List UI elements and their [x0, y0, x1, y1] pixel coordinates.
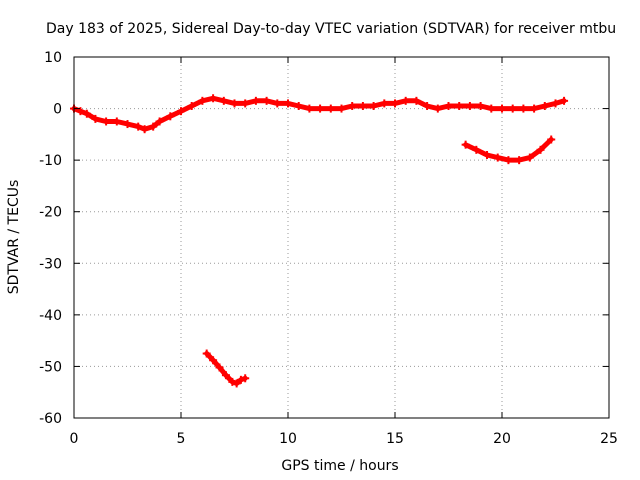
data-point: [294, 101, 303, 110]
data-point: [155, 117, 164, 126]
series-line-main-band: [71, 95, 567, 132]
data-point: [123, 120, 132, 129]
data-point: [551, 99, 560, 108]
data-series: [70, 94, 569, 388]
x-tick-label: 15: [386, 431, 404, 447]
data-point: [102, 117, 111, 126]
data-point: [76, 107, 85, 116]
y-tick-label: 10: [44, 50, 62, 66]
x-tick-label: 20: [493, 431, 511, 447]
data-point: [433, 104, 442, 113]
data-point: [508, 104, 517, 113]
y-tick-label: -10: [39, 153, 62, 169]
data-point: [82, 109, 91, 118]
grid-lines: [74, 57, 609, 418]
y-axis-label: SDTVAR / TECUs: [6, 180, 22, 295]
y-tick-label: -20: [39, 205, 62, 221]
data-point: [284, 99, 292, 108]
data-point: [228, 377, 237, 386]
y-tick-label: -60: [39, 411, 62, 427]
data-point: [401, 96, 410, 105]
data-point: [560, 96, 569, 105]
y-tick-label: 0: [53, 102, 62, 118]
data-point: [487, 104, 496, 113]
data-point: [515, 156, 524, 165]
data-point: [187, 101, 196, 110]
x-tick-label: 0: [70, 431, 79, 447]
data-point: [251, 96, 260, 105]
data-point: [348, 101, 357, 110]
y-tick-label: -40: [39, 308, 62, 324]
data-point: [112, 117, 121, 126]
data-point: [547, 135, 556, 144]
data-point: [472, 145, 481, 154]
chart-title: Day 183 of 2025, Sidereal Day-to-day VTE…: [46, 21, 616, 37]
data-point: [483, 150, 492, 159]
data-point: [262, 96, 271, 105]
data-point: [337, 104, 346, 113]
data-point: [316, 104, 325, 113]
data-point: [215, 363, 224, 372]
data-point: [198, 96, 207, 105]
x-tick-label: 10: [279, 431, 297, 447]
data-point: [91, 114, 100, 123]
data-point: [519, 104, 528, 113]
data-point: [493, 153, 502, 162]
x-tick-label: 5: [177, 431, 186, 447]
data-point: [455, 101, 464, 110]
data-point: [209, 94, 218, 103]
data-point: [241, 374, 250, 383]
data-point: [380, 99, 389, 108]
data-point: [149, 122, 158, 131]
axis-ticks: [73, 56, 610, 419]
data-point: [219, 96, 228, 105]
data-point: [391, 99, 399, 108]
data-point: [232, 379, 241, 388]
data-point: [444, 101, 453, 110]
data-point: [236, 375, 245, 384]
data-point: [412, 96, 421, 105]
data-point: [476, 101, 485, 110]
x-axis-label: GPS time / hours: [281, 458, 398, 474]
data-point: [536, 145, 545, 154]
x-tick-label: 25: [600, 431, 618, 447]
y-tick-label: -30: [39, 256, 62, 272]
data-point: [221, 371, 230, 380]
data-point: [423, 101, 432, 110]
data-point: [134, 122, 143, 131]
data-point: [369, 101, 378, 110]
x-tick-labels: 0 5 10 15 20 25: [70, 431, 618, 447]
data-point: [305, 104, 314, 113]
data-point: [177, 107, 185, 116]
data-point: [273, 99, 282, 108]
data-point: [461, 140, 470, 149]
data-point: [230, 99, 239, 108]
y-tick-label: -50: [39, 359, 62, 375]
data-point: [504, 156, 513, 165]
data-point: [202, 349, 211, 358]
data-point: [498, 104, 506, 113]
data-point: [540, 101, 549, 110]
plot-frame: [73, 56, 610, 419]
data-point: [209, 356, 218, 365]
data-point: [140, 125, 149, 134]
data-point: [530, 104, 539, 113]
data-point: [525, 153, 534, 162]
y-tick-labels: 10 0 -10 -20 -30 -40 -50 -60: [39, 50, 62, 427]
data-point: [358, 101, 367, 110]
data-point: [241, 99, 250, 108]
data-point: [326, 104, 335, 113]
data-point: [166, 112, 175, 121]
data-point: [465, 101, 474, 110]
